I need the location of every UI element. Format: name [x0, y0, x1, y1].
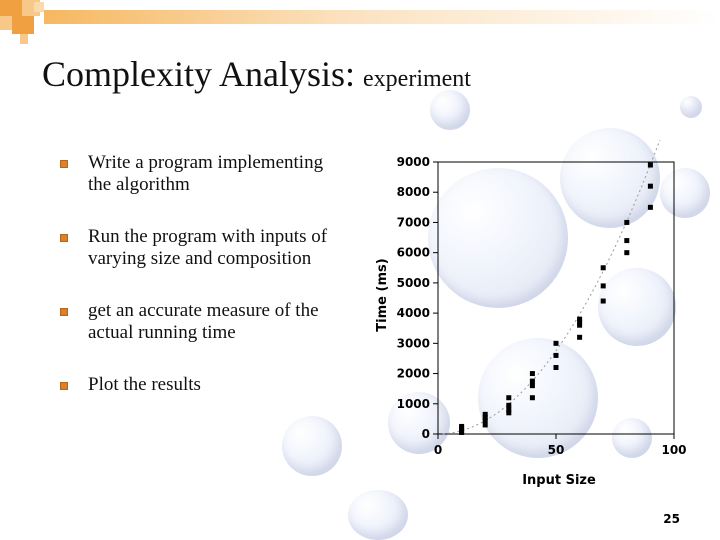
bullet-marker	[60, 308, 68, 316]
bubble	[660, 168, 710, 218]
corner-square	[12, 16, 34, 34]
slide-title-main: Complexity Analysis:	[42, 54, 356, 94]
x-tick-label: 100	[661, 443, 686, 457]
slide-title: Complexity Analysis: experiment	[42, 56, 471, 92]
bubble	[430, 90, 470, 130]
data-point	[624, 250, 630, 256]
data-point	[529, 371, 535, 377]
bullet-line: Run the program with inputs of	[88, 226, 328, 247]
y-tick-label: 8000	[397, 185, 430, 199]
data-point	[553, 352, 559, 358]
y-tick-label: 5000	[397, 276, 430, 290]
y-tick-label: 7000	[397, 215, 430, 229]
y-tick-label: 9000	[397, 155, 430, 169]
data-point	[529, 378, 535, 384]
data-point	[577, 322, 583, 328]
y-tick-label: 3000	[397, 336, 430, 350]
bubble	[612, 418, 652, 458]
scatter-chart: 0 1000 2000 3000 4000 5000 6000 7000 8000 9000 0 5…	[375, 140, 687, 488]
bullet-item: Write a program implementing the algorit…	[58, 152, 378, 196]
bullet-line: actual running time	[88, 322, 236, 343]
data-point	[647, 204, 653, 210]
y-tick-label: 1000	[397, 397, 430, 411]
bullet-line: get an accurate measure of the	[88, 300, 319, 321]
bullet-line: Write a program implementing	[88, 152, 324, 173]
y-tick-label: 6000	[397, 246, 430, 260]
data-point	[600, 283, 606, 289]
bubble	[348, 490, 408, 540]
x-tick-label: 0	[434, 443, 442, 457]
bullet-item: Plot the results	[58, 374, 378, 396]
x-axis-label: Input Size	[522, 473, 596, 488]
data-point	[529, 383, 535, 389]
bullet-line: varying size and composition	[88, 248, 312, 269]
data-point	[647, 162, 653, 168]
bullet-item: Run the program with inputs of varying s…	[58, 226, 378, 270]
bubble	[388, 392, 450, 454]
bullet-marker	[60, 160, 68, 168]
bubble	[598, 268, 676, 346]
bubble	[560, 128, 660, 228]
data-point	[577, 319, 583, 325]
trend-line-layer	[442, 140, 661, 435]
bubble	[428, 168, 568, 308]
bubble	[478, 338, 598, 458]
data-point	[506, 407, 512, 413]
data-point	[600, 265, 606, 271]
data-point	[482, 422, 488, 428]
trend-line	[442, 140, 661, 435]
data-point	[506, 395, 512, 401]
data-point	[506, 402, 512, 408]
data-point	[624, 219, 630, 225]
bullet-marker	[60, 382, 68, 390]
data-point	[577, 334, 583, 340]
bullet-list: Write a program implementing the algorit…	[58, 152, 378, 396]
page-number: 25	[663, 512, 680, 526]
data-point	[529, 395, 535, 401]
corner-bar	[44, 10, 720, 24]
y-tick-label: 0	[422, 427, 430, 441]
y-tick-label: 2000	[397, 367, 430, 381]
corner-square	[0, 16, 12, 30]
x-tick-label: 50	[548, 443, 565, 457]
data-point	[482, 411, 488, 417]
data-point	[577, 316, 583, 322]
bubble	[282, 416, 342, 476]
bullet-line: Plot the results	[88, 374, 201, 395]
data-point	[647, 183, 653, 189]
data-point	[600, 298, 606, 304]
y-axis-ticks: 0 1000 2000 3000 4000 5000 6000 7000 8000 9000	[397, 155, 438, 441]
corner-square	[0, 0, 22, 16]
data-point	[482, 417, 488, 423]
corner-square	[34, 2, 44, 12]
data-point	[506, 410, 512, 416]
data-point	[459, 423, 465, 429]
bullet-item: get an accurate measure of the actual ru…	[58, 300, 378, 344]
corner-square	[20, 34, 28, 44]
plot-area-border	[437, 161, 675, 435]
data-point	[459, 428, 465, 434]
y-axis-label: Time (ms)	[375, 258, 390, 331]
slide-title-subtitle: experiment	[363, 66, 471, 92]
bullet-line: the algorithm	[88, 174, 190, 195]
x-axis-ticks: 0 50 100	[434, 434, 687, 457]
data-point	[553, 340, 559, 346]
data-points	[459, 162, 653, 435]
data-point	[482, 414, 488, 420]
data-point	[553, 365, 559, 371]
bubble	[680, 96, 702, 118]
bullet-marker	[60, 234, 68, 242]
y-tick-label: 4000	[397, 306, 430, 320]
data-point	[624, 238, 630, 244]
